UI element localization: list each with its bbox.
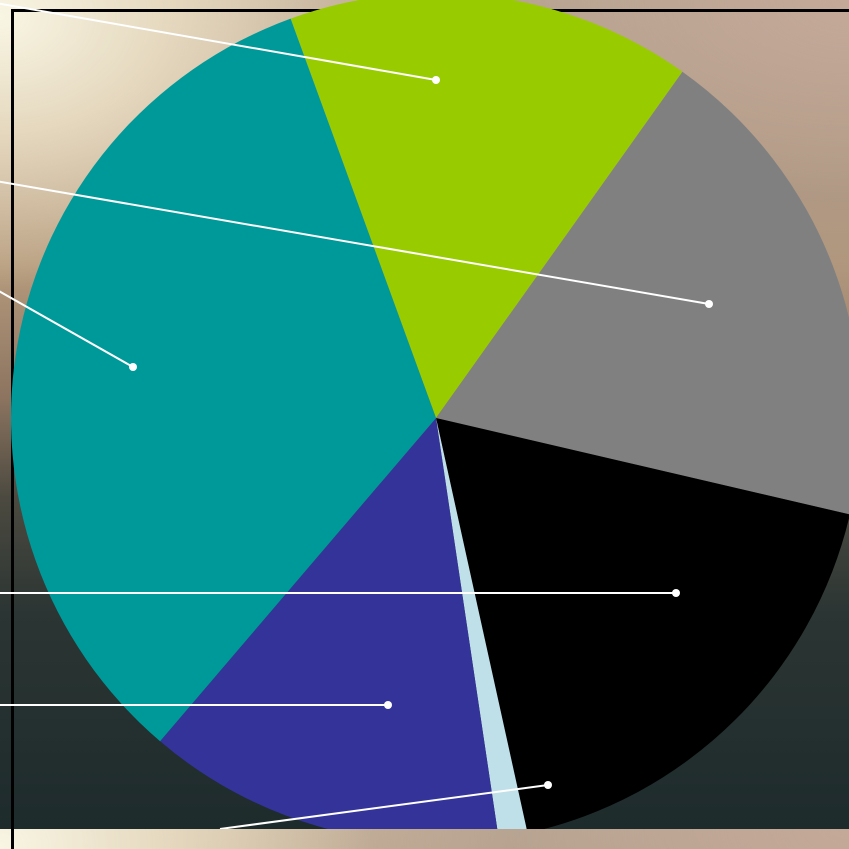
leader-line-1 (0, 2, 437, 81)
leader-dot-4 (544, 781, 552, 789)
leader-dot-3 (672, 589, 680, 597)
leader-line-6 (0, 290, 134, 368)
pie-slices (10, 0, 849, 829)
leader-dot-5 (384, 701, 392, 709)
leader-lines (0, 2, 713, 829)
leader-dot-2 (705, 300, 713, 308)
pie-chart (0, 0, 849, 829)
pie-slice-5 (160, 418, 498, 829)
pie-slice-3 (436, 418, 849, 829)
leader-dot-6 (129, 363, 137, 371)
pie-slice-6 (10, 18, 436, 742)
pie-slice-1 (290, 0, 683, 418)
leader-line-4 (219, 784, 549, 829)
pie-slice-4 (436, 418, 527, 829)
leader-line-2 (0, 180, 710, 305)
leader-dot-1 (432, 76, 440, 84)
